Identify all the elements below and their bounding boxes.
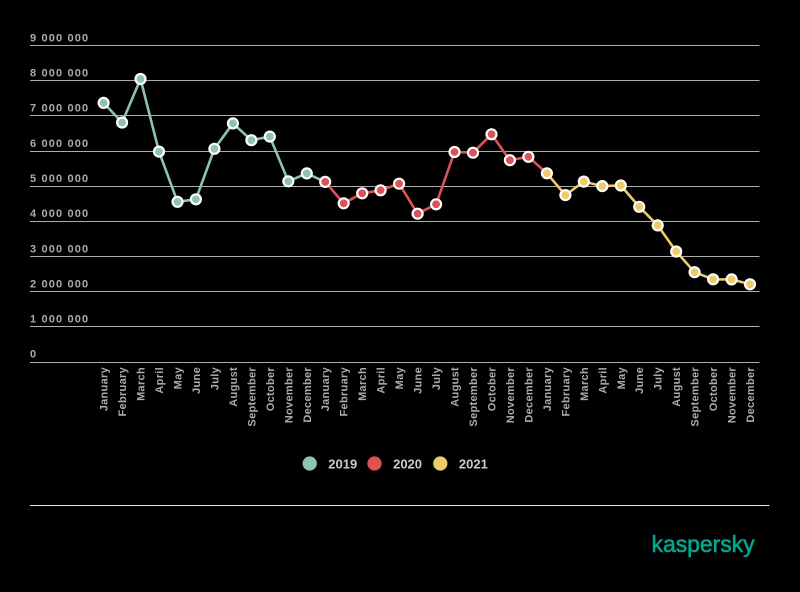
- svg-text:May: May: [616, 366, 628, 389]
- svg-text:5 000 000: 5 000 000: [30, 173, 89, 185]
- svg-text:July: July: [431, 366, 443, 390]
- svg-text:kaspersky: kaspersky: [652, 531, 756, 557]
- svg-text:8 000 000: 8 000 000: [30, 68, 89, 80]
- svg-text:March: March: [579, 367, 591, 401]
- svg-text:March: March: [357, 367, 369, 401]
- svg-text:July: July: [209, 366, 221, 390]
- svg-text:June: June: [634, 367, 646, 394]
- svg-text:February: February: [117, 366, 129, 416]
- svg-text:August: August: [228, 367, 240, 407]
- svg-text:7 000 000: 7 000 000: [30, 103, 89, 115]
- svg-text:March: March: [136, 367, 148, 401]
- svg-text:April: April: [597, 367, 609, 394]
- svg-text:December: December: [302, 367, 314, 423]
- svg-text:October: October: [487, 367, 499, 412]
- svg-text:July: July: [653, 366, 665, 390]
- svg-text:June: June: [413, 367, 425, 394]
- svg-text:2021: 2021: [459, 456, 488, 471]
- svg-text:3 000 000: 3 000 000: [30, 243, 89, 255]
- svg-text:November: November: [283, 367, 295, 424]
- svg-text:August: August: [450, 367, 462, 407]
- svg-text:December: December: [523, 367, 535, 423]
- svg-text:4 000 000: 4 000 000: [30, 208, 89, 220]
- svg-text:November: November: [727, 367, 739, 424]
- svg-text:October: October: [265, 367, 277, 412]
- svg-text:0: 0: [30, 349, 36, 361]
- svg-text:January: January: [320, 366, 332, 411]
- svg-text:June: June: [191, 367, 203, 394]
- svg-text:April: April: [376, 367, 388, 394]
- svg-text:September: September: [690, 367, 702, 427]
- svg-text:2020: 2020: [393, 456, 422, 471]
- svg-text:September: September: [468, 367, 480, 427]
- svg-text:December: December: [745, 367, 757, 423]
- svg-text:1 000 000: 1 000 000: [30, 314, 89, 326]
- svg-text:May: May: [173, 366, 185, 389]
- svg-text:2019: 2019: [328, 456, 357, 471]
- svg-text:February: February: [560, 366, 572, 416]
- svg-text:2 000 000: 2 000 000: [30, 278, 89, 290]
- svg-text:January: January: [542, 366, 554, 411]
- svg-text:September: September: [246, 367, 258, 427]
- svg-text:May: May: [394, 366, 406, 389]
- svg-text:November: November: [505, 367, 517, 424]
- svg-text:January: January: [99, 366, 111, 411]
- svg-text:April: April: [154, 367, 166, 394]
- svg-text:6 000 000: 6 000 000: [30, 138, 89, 150]
- svg-text:9 000 000: 9 000 000: [30, 32, 89, 44]
- svg-text:October: October: [708, 367, 720, 412]
- svg-text:February: February: [339, 366, 351, 416]
- svg-text:August: August: [671, 367, 683, 407]
